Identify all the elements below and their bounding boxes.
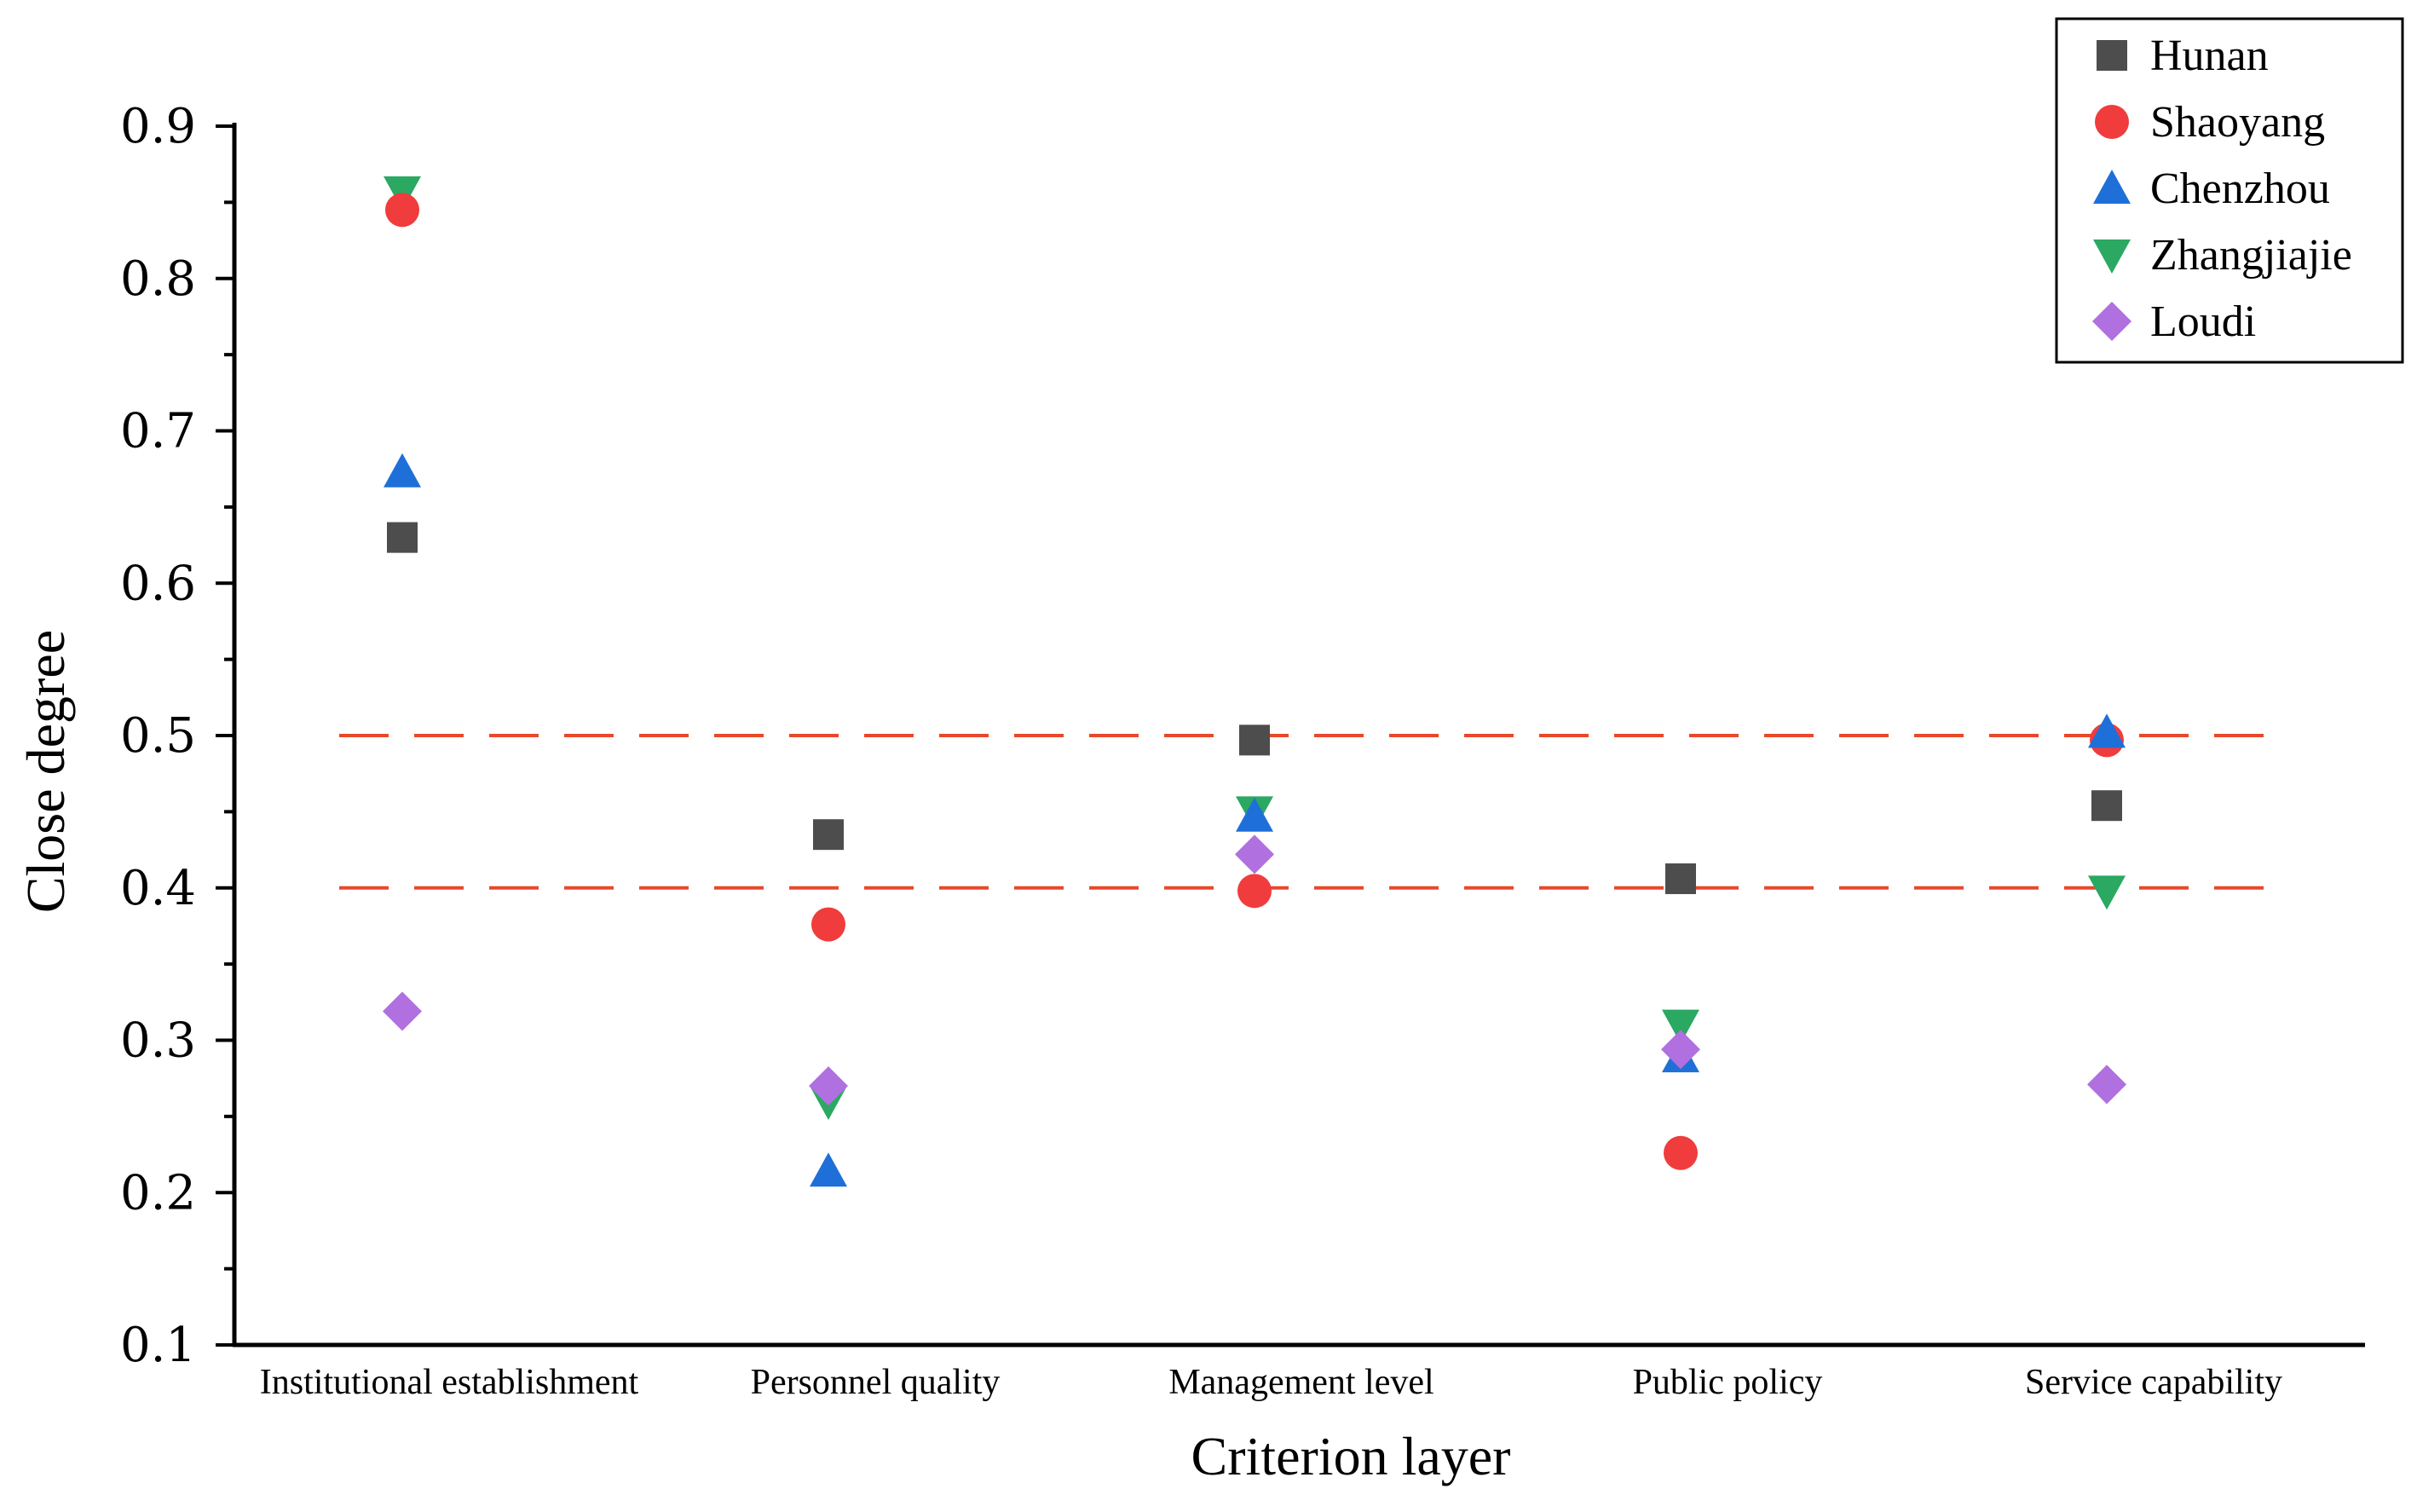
legend-label-shaoyang: Shaoyang	[2150, 98, 2325, 147]
y-axis-title: Close degree	[15, 630, 76, 913]
legend-label-loudi: Loudi	[2150, 297, 2256, 346]
legend-marker-hunan	[2097, 40, 2127, 71]
x-category-label: Public policy	[1633, 1363, 1823, 1402]
reference-lines	[339, 734, 2267, 890]
x-category-label: Management level	[1168, 1363, 1433, 1402]
legend-label-zhangjiajie: Zhangjiajie	[2150, 231, 2352, 280]
point-chenzhou-0	[384, 453, 421, 488]
point-zhangjiajie-4	[2088, 875, 2126, 910]
y-tick-label: 0.9	[120, 99, 196, 154]
y-tick-label: 0.1	[120, 1318, 196, 1373]
y-tick-label: 0.6	[120, 556, 196, 611]
legend-label-chenzhou: Chenzhou	[2150, 164, 2330, 213]
legend-marker-shaoyang	[2095, 105, 2129, 139]
point-chenzhou-1	[810, 1152, 847, 1187]
point-loudi-4	[2087, 1065, 2126, 1105]
y-tick-label: 0.4	[120, 861, 196, 916]
point-loudi-0	[383, 991, 422, 1031]
point-chenzhou-4	[2088, 713, 2126, 748]
x-axis-title: Criterion layer	[1191, 1426, 1511, 1486]
legend-marker-chenzhou	[2093, 170, 2131, 204]
point-hunan-3	[1665, 863, 1696, 895]
legend-label-hunan: Hunan	[2150, 32, 2269, 80]
legend-marker-zhangjiajie	[2093, 239, 2131, 274]
x-category-label: Personnel quality	[751, 1363, 1001, 1402]
point-hunan-2	[1239, 724, 1270, 756]
point-loudi-2	[1235, 834, 1274, 874]
point-shaoyang-1	[811, 907, 845, 942]
y-tick-label: 0.2	[120, 1165, 196, 1221]
data-points	[383, 176, 2126, 1187]
axes: 0.1 0.2 0.3 0.4 0.5 0.6 0.7 0.8 0.9 Institutional…	[120, 99, 2365, 1402]
point-hunan-1	[813, 819, 844, 851]
legend: Hunan Shaoyang Chenzhou Zhangjiajie Loudi	[2055, 17, 2404, 364]
point-hunan-4	[2091, 790, 2122, 822]
point-shaoyang-2	[1237, 874, 1272, 909]
y-tick-label: 0.7	[120, 404, 196, 459]
y-tick-label: 0.5	[120, 708, 196, 764]
x-category-label: Institutional establishment	[260, 1363, 639, 1402]
x-category-label: Service capability	[2025, 1363, 2282, 1402]
point-zhangjiajie-3	[1662, 1009, 1699, 1044]
legend-marker-loudi	[2092, 302, 2131, 341]
point-shaoyang-0	[385, 193, 419, 228]
point-hunan-0	[387, 522, 418, 553]
point-shaoyang-3	[1664, 1135, 1698, 1170]
point-loudi-1	[809, 1066, 848, 1106]
y-tick-label: 0.8	[120, 251, 196, 307]
point-loudi-3	[1661, 1030, 1700, 1070]
y-tick-label: 0.3	[120, 1013, 196, 1069]
point-chenzhou-2	[1236, 797, 1273, 832]
